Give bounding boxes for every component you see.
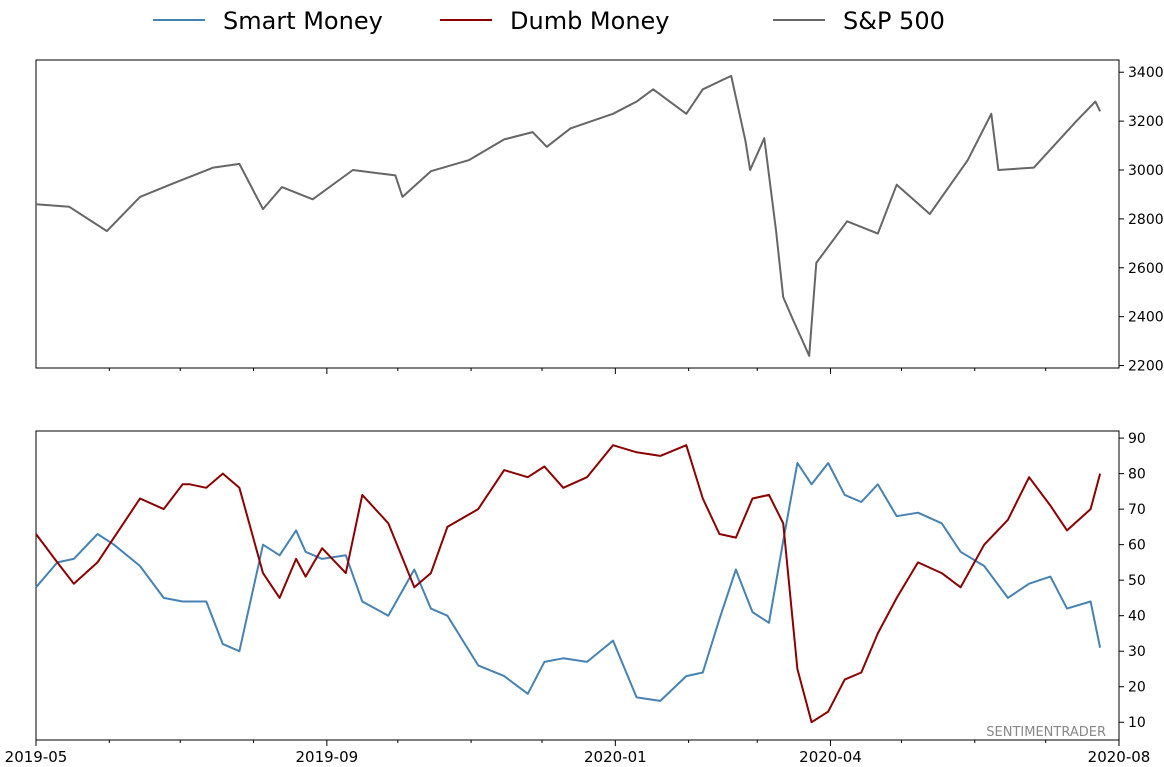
sentiment-y-tick-label: 60 [1128, 538, 1146, 554]
sentiment-y-tick-label: 40 [1128, 609, 1146, 625]
sp500-y-tick-label: 2600 [1128, 261, 1164, 277]
x-tick-label: 2020-08 [1088, 748, 1151, 766]
legend-item-smart-money: Smart Money [153, 7, 383, 35]
sentiment-plot-frame [35, 430, 1120, 741]
legend-item-s-p-500: S&P 500 [773, 7, 945, 35]
sp500-y-tick-label: 3000 [1128, 163, 1164, 179]
x-tick-label: 2019-09 [296, 748, 359, 766]
sentiment-y-tick-label: 50 [1128, 573, 1146, 589]
x-tick-label: 2020-04 [799, 748, 862, 766]
sentiment-y-tick-label: 90 [1128, 431, 1146, 447]
sentiment-panel: 2019-05 2019-09 2020-01 2020-04 2020-08 10 20 3… [5, 430, 1151, 766]
sentiment-y-tick-label: 80 [1128, 467, 1146, 483]
smart-money-line [35, 462, 1102, 702]
sentiment-y-tick-label: 20 [1128, 680, 1146, 696]
dumb-money-line [35, 444, 1102, 724]
legend-label: S&P 500 [843, 7, 945, 35]
sentiment-y-tick-label: 30 [1128, 644, 1146, 660]
sp500-y-tick-label: 3200 [1128, 114, 1164, 130]
legend-label: Dumb Money [510, 7, 670, 35]
sp500-y-tick-label: 2400 [1128, 310, 1164, 326]
legend-label: Smart Money [223, 7, 383, 35]
legend: Smart Money Dumb Money S&P 500 [153, 7, 945, 35]
sp500-panel: 2200 2400 2600 2800 3000 3200 3400 [35, 59, 1164, 375]
x-tick-label: 2020-01 [584, 748, 647, 766]
sp500-y-tick-label: 2800 [1128, 212, 1164, 228]
watermark-label: SENTIMENTRADER [986, 725, 1106, 740]
sp500-y-tick-label: 3400 [1128, 65, 1164, 81]
sp500-plot-frame [35, 59, 1120, 369]
sentiment-y-tick-label: 70 [1128, 502, 1146, 518]
sp500-y-tick-label: 2200 [1128, 359, 1164, 375]
s-p-500-line [35, 74, 1101, 357]
x-tick-label: 2019-05 [5, 748, 68, 766]
legend-item-dumb-money: Dumb Money [440, 7, 670, 35]
sentiment-y-tick-label: 10 [1128, 715, 1146, 731]
